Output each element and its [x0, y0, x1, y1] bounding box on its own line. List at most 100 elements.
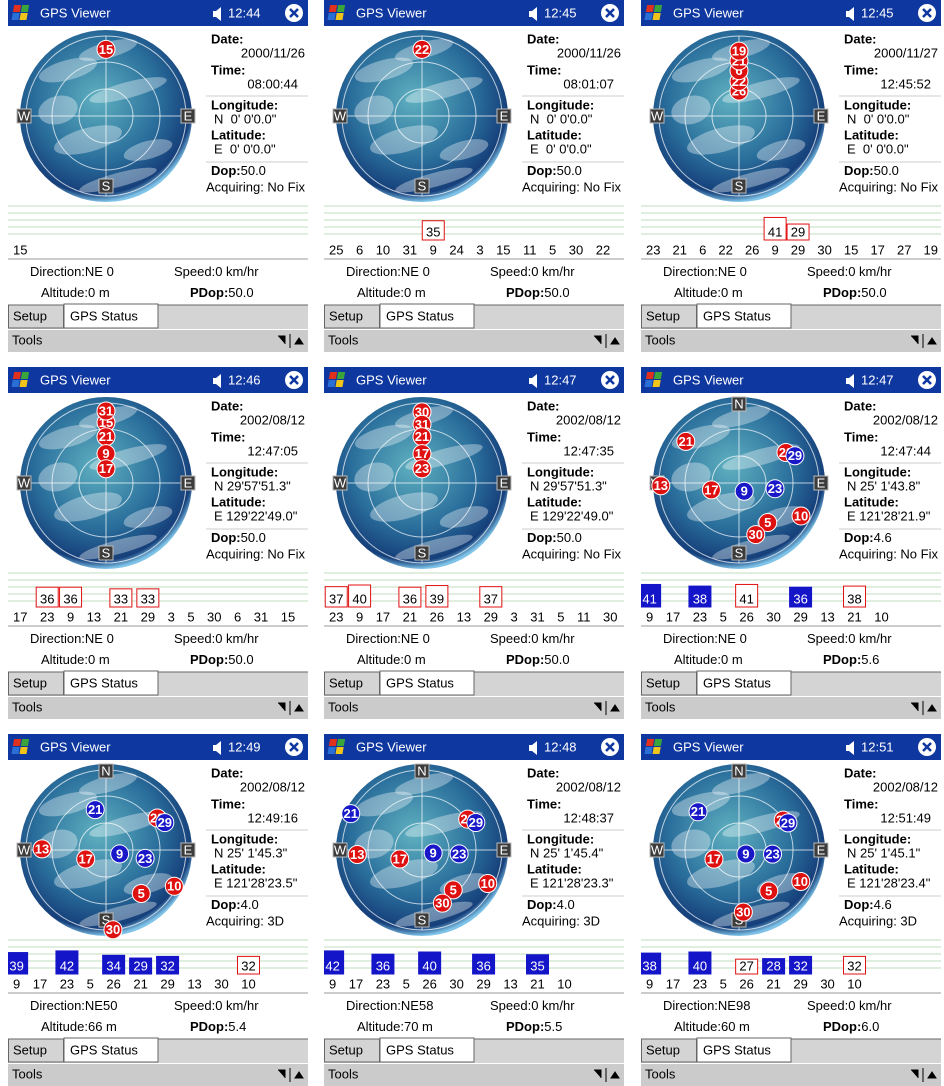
- tab-setup[interactable]: Setup: [641, 304, 697, 329]
- direction: Direction:NE 0: [663, 264, 747, 279]
- start-logo: [645, 372, 655, 379]
- tab-setup[interactable]: Setup: [8, 1038, 64, 1063]
- compass-label: E: [184, 475, 193, 490]
- signal-prn: 17: [13, 609, 27, 624]
- cloud: [38, 462, 78, 492]
- satellite: [704, 849, 724, 869]
- tab-setup[interactable]: Setup: [324, 1038, 380, 1063]
- clock: 12:45: [861, 5, 894, 20]
- start-logo: [336, 372, 346, 379]
- signal-value: 33: [114, 591, 128, 606]
- speed: Speed:0 km/hr: [490, 264, 575, 279]
- signal-value: 41: [768, 224, 782, 239]
- satellite: [736, 844, 756, 864]
- start-logo: [12, 5, 22, 12]
- date-label: Date:: [844, 31, 877, 46]
- tab-setup[interactable]: Setup: [8, 671, 64, 696]
- close-button[interactable]: [918, 4, 936, 22]
- tab-setup[interactable]: Setup: [641, 671, 697, 696]
- cloud: [394, 773, 454, 795]
- input-icon[interactable]: [278, 1068, 304, 1082]
- input-icon[interactable]: [911, 1068, 937, 1082]
- input-icon[interactable]: [594, 701, 620, 715]
- signal-value: 42: [60, 958, 74, 973]
- menu-tools[interactable]: Tools: [328, 1066, 359, 1081]
- menu-tools[interactable]: Tools: [645, 1066, 676, 1081]
- tab-setup[interactable]: Setup: [324, 304, 380, 329]
- tab-gps-status[interactable]: GPS Status: [696, 303, 792, 329]
- satellite: [412, 39, 432, 59]
- close-button[interactable]: [918, 738, 936, 756]
- close-button[interactable]: [601, 371, 619, 389]
- tab-gps-status[interactable]: GPS Status: [696, 1037, 792, 1063]
- start-logo: [12, 739, 22, 746]
- close-button[interactable]: [285, 738, 303, 756]
- tab-setup[interactable]: Setup: [641, 1038, 697, 1063]
- menu-tools[interactable]: Tools: [328, 699, 359, 714]
- signal-prn: 29: [793, 976, 807, 991]
- time-value: 12:48:37: [563, 810, 614, 825]
- input-icon[interactable]: [911, 334, 937, 348]
- date-value: 2000/11/26: [557, 45, 621, 60]
- menu-tools[interactable]: Tools: [645, 699, 676, 714]
- satellite: [423, 843, 443, 863]
- signal-prn: 17: [666, 609, 680, 624]
- menu-tools[interactable]: Tools: [12, 332, 43, 347]
- menu-tools[interactable]: Tools: [328, 332, 359, 347]
- pdop: PDop:50.0: [506, 285, 570, 300]
- tab-setup[interactable]: Setup: [8, 304, 64, 329]
- signal-prn: 15: [496, 242, 510, 257]
- close-x: [605, 742, 615, 752]
- direction: Direction:NE 0: [346, 631, 430, 646]
- signal-value: 32: [160, 958, 174, 973]
- close-button[interactable]: [601, 4, 619, 22]
- close-button[interactable]: [601, 738, 619, 756]
- pdop: PDop:50.0: [190, 652, 254, 667]
- close-button[interactable]: [285, 4, 303, 22]
- tab-gps-status[interactable]: GPS Status: [696, 670, 792, 696]
- input-icon[interactable]: [594, 1068, 620, 1082]
- satellite-prn: 5: [138, 886, 145, 901]
- menu-tools[interactable]: Tools: [12, 699, 43, 714]
- tab-gps-status[interactable]: GPS Status: [379, 303, 475, 329]
- input-icon[interactable]: [278, 334, 304, 348]
- input-icon[interactable]: [594, 334, 620, 348]
- tab-gps-status[interactable]: GPS Status: [63, 670, 159, 696]
- satellite-prn: 17: [707, 852, 721, 867]
- signal-bar: [843, 585, 867, 608]
- menu-tools[interactable]: Tools: [645, 332, 676, 347]
- compass-label: E: [817, 475, 826, 490]
- direction-label: Direction:: [663, 998, 718, 1013]
- dop: Dop:4.0: [211, 897, 259, 912]
- cloud: [671, 57, 731, 83]
- menu-tools[interactable]: Tools: [12, 1066, 43, 1081]
- close-x: [922, 8, 932, 18]
- tab-gps-status[interactable]: GPS Status: [63, 1037, 159, 1063]
- input-icon[interactable]: [911, 701, 937, 715]
- signal-value: 38: [847, 591, 861, 606]
- direction-value: NE 0: [718, 264, 747, 279]
- tab-gps-status[interactable]: GPS Status: [379, 1037, 475, 1063]
- signal-prn: 26: [739, 976, 753, 991]
- close-button[interactable]: [918, 371, 936, 389]
- input-icon[interactable]: [278, 701, 304, 715]
- satellite-prn: 22: [415, 42, 429, 57]
- menu-bar: [324, 330, 624, 352]
- close-button[interactable]: [285, 371, 303, 389]
- start-logo: [19, 13, 28, 20]
- satellite: [758, 513, 778, 533]
- altitude-value: 70 m: [404, 1019, 433, 1034]
- satellite: [733, 902, 753, 922]
- tab-gps-status[interactable]: GPS Status: [63, 303, 159, 329]
- compass-box: [649, 108, 665, 124]
- signal-bar: [324, 586, 348, 608]
- satellite: [341, 804, 361, 824]
- satellite: [110, 844, 130, 864]
- tab-setup[interactable]: Setup: [324, 671, 380, 696]
- cloud: [354, 57, 414, 83]
- tab-gps-status[interactable]: GPS Status: [379, 670, 475, 696]
- signal-bar: [55, 950, 79, 975]
- altitude-label: Altitude:: [674, 285, 721, 300]
- app-title: GPS Viewer: [673, 5, 744, 20]
- altitude: Altitude:0 m: [41, 652, 110, 667]
